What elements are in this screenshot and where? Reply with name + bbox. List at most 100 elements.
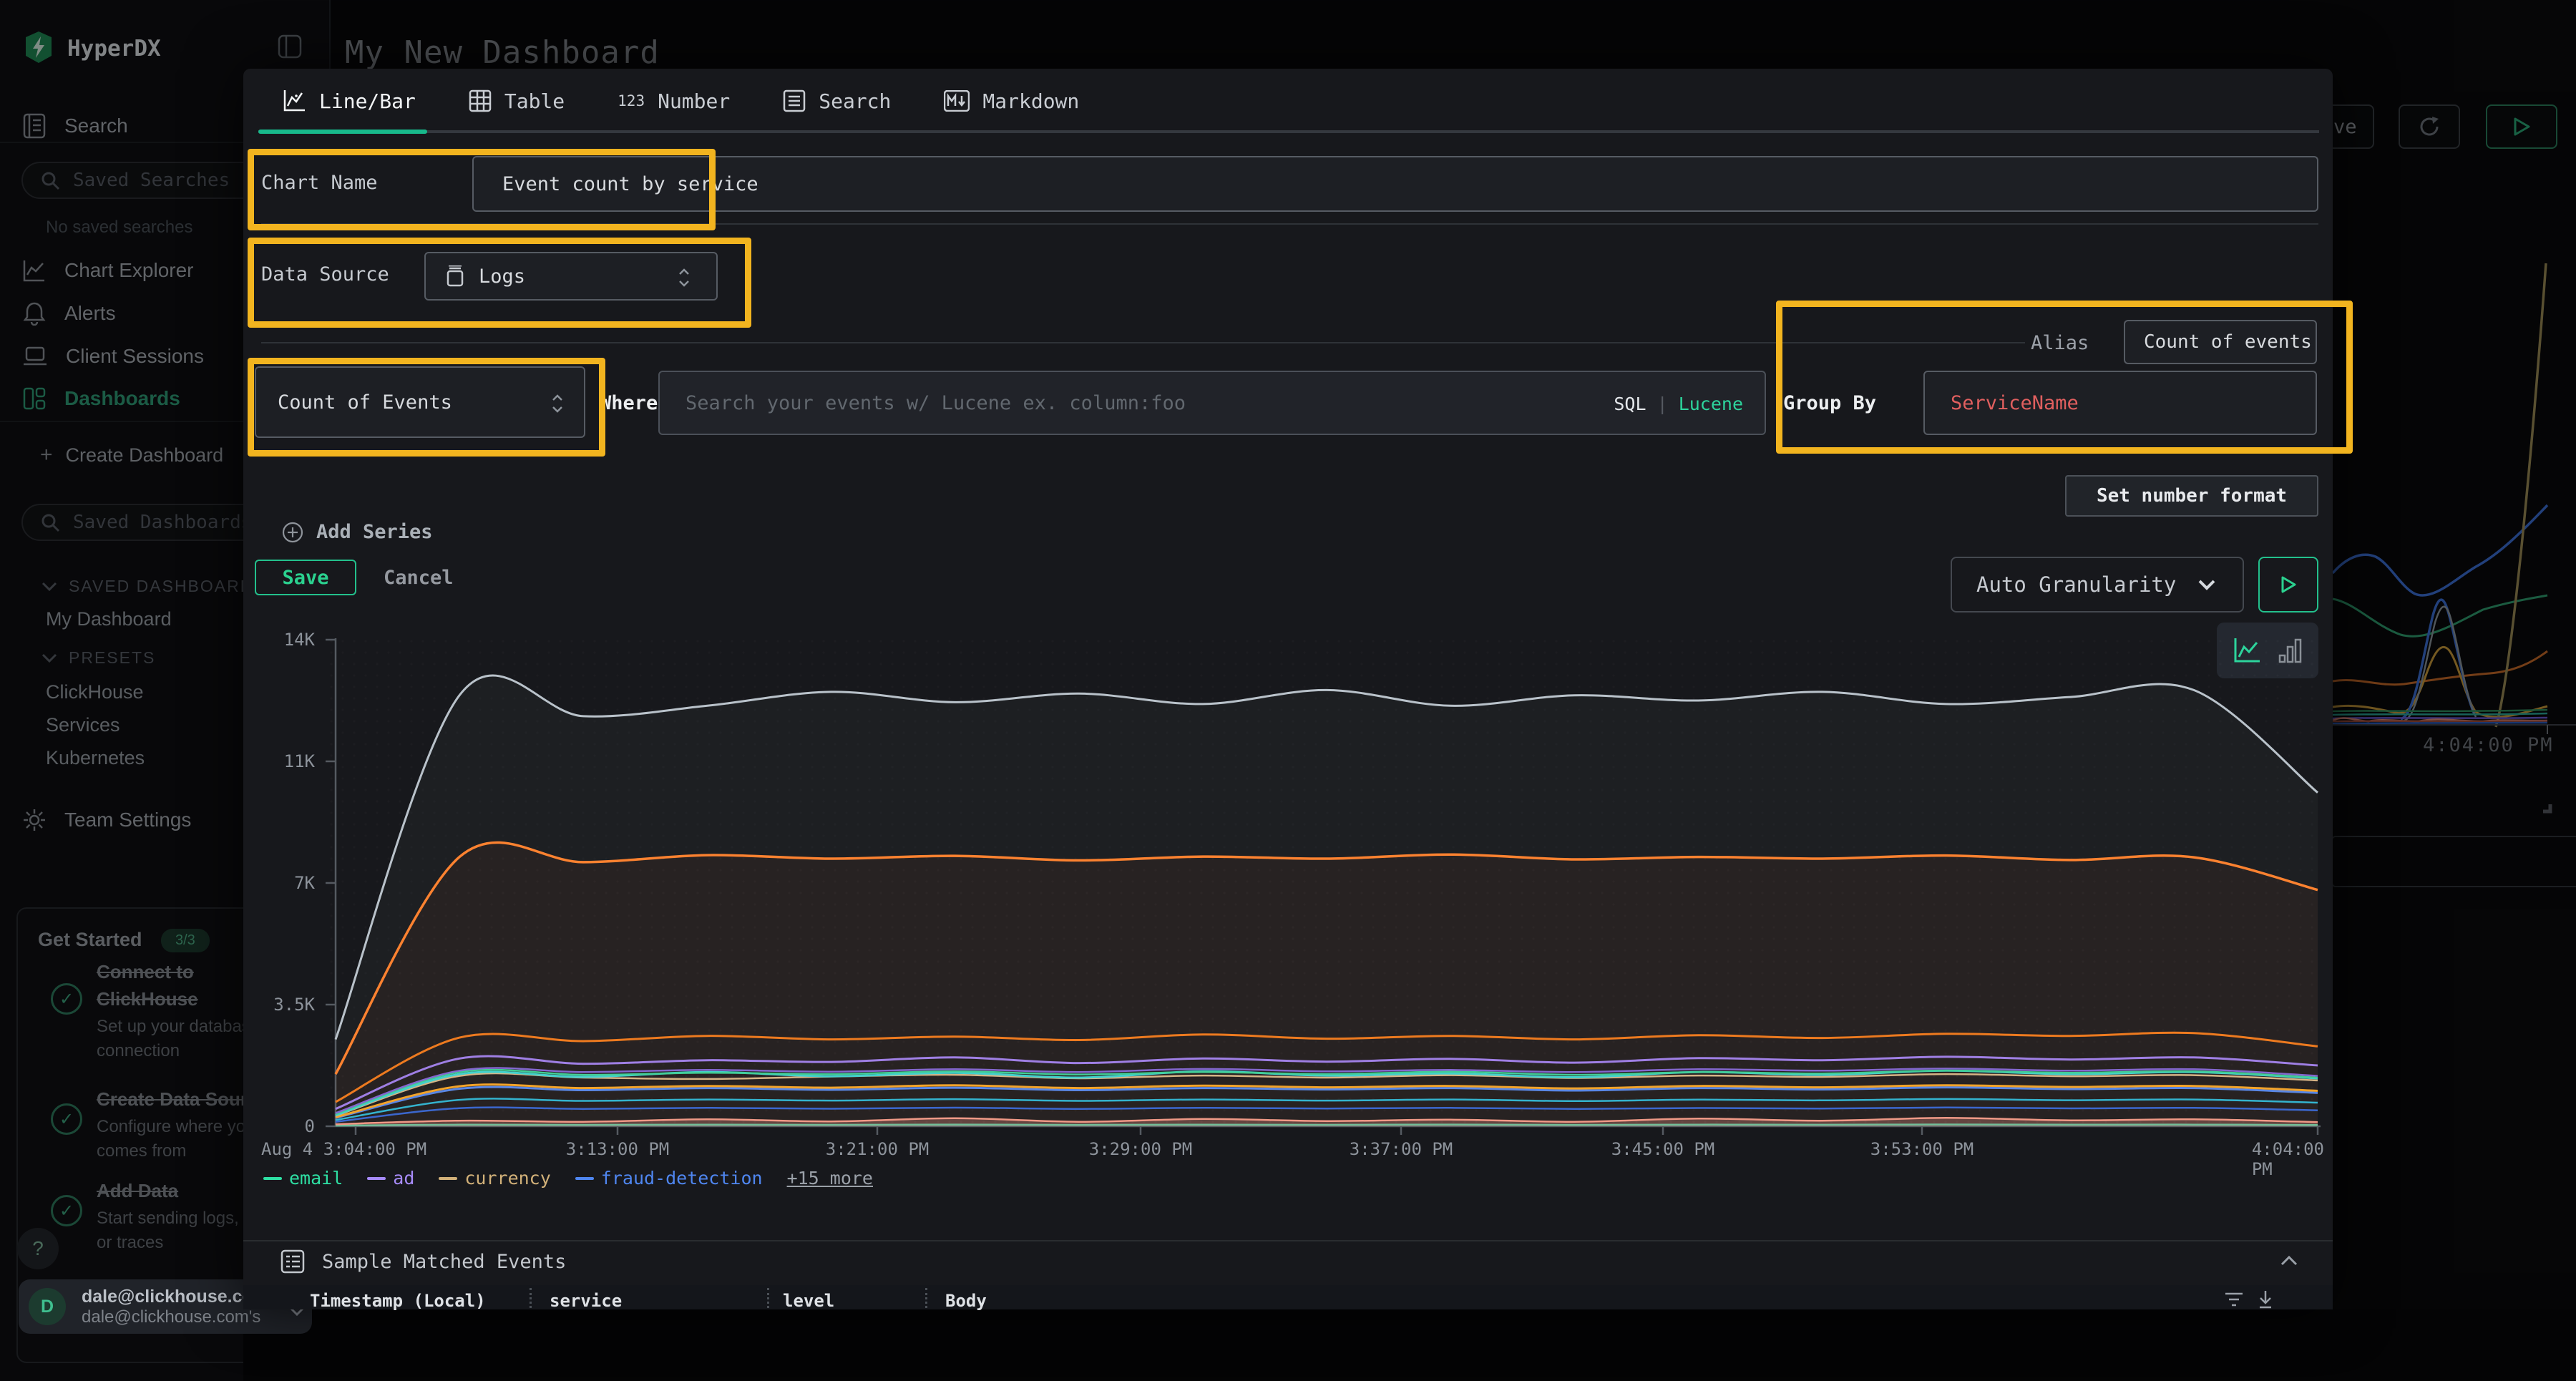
aggregation-select[interactable]: Count of Events <box>255 366 585 438</box>
divider <box>261 342 2025 343</box>
legend-item[interactable]: fraud-detection <box>575 1168 763 1189</box>
column-separator[interactable] <box>767 1288 769 1308</box>
help-button[interactable]: ? <box>17 1228 59 1269</box>
column-header[interactable]: service <box>550 1291 623 1311</box>
chart-plot-background <box>326 635 2321 1131</box>
tab-label: Search <box>819 89 892 113</box>
refresh-button[interactable] <box>2399 104 2460 149</box>
play-icon <box>2514 117 2530 136</box>
tab-line-bar[interactable]: Line/Bar <box>282 89 416 113</box>
download-icon[interactable] <box>2257 1289 2274 1309</box>
aggregation-value: Count of Events <box>278 391 452 414</box>
filter-icon[interactable] <box>2224 1291 2244 1308</box>
search-icon <box>42 172 60 190</box>
data-source-value: Logs <box>479 265 526 288</box>
line-chart-icon <box>283 90 305 112</box>
hyperdx-logo-icon <box>24 31 53 66</box>
get-started-item-title[interactable]: Create Data Source <box>97 1088 268 1110</box>
column-separator[interactable] <box>925 1288 927 1308</box>
sidebar-item-clickhouse[interactable]: ClickHouse <box>46 681 144 703</box>
alias-input[interactable]: Count of events <box>2124 320 2317 364</box>
line-chart-icon <box>2234 638 2260 663</box>
column-header[interactable]: Timestamp (Local) <box>310 1291 486 1311</box>
x-tick-label: 3:13:00 PM <box>565 1139 670 1159</box>
chart-name-input[interactable]: Event count by service <box>472 156 2318 212</box>
alias-value: Count of events <box>2144 331 2312 353</box>
data-source-select[interactable]: Logs <box>424 252 718 301</box>
section-saved-dashboards[interactable]: SAVED DASHBOARDS <box>42 577 266 596</box>
run-chart-button[interactable] <box>2258 557 2318 613</box>
page-title: My New Dashboard <box>345 34 660 71</box>
list-icon <box>280 1249 305 1274</box>
column-separator[interactable] <box>530 1288 532 1308</box>
dashboards-icon <box>23 387 46 410</box>
run-query-button[interactable] <box>2486 104 2557 149</box>
sidebar-item-alerts[interactable]: Alerts <box>0 293 329 333</box>
tab-number[interactable]: 123 Number <box>618 89 730 113</box>
add-series-button[interactable]: Add Series <box>282 521 433 543</box>
group-by-value: ServiceName <box>1951 391 2079 414</box>
group-by-input[interactable]: ServiceName <box>1923 371 2317 435</box>
sample-events-header[interactable]: Sample Matched Events <box>280 1249 566 1274</box>
plus-circle-icon <box>282 522 303 542</box>
legend-item[interactable]: ad <box>367 1168 414 1189</box>
save-button[interactable]: Save <box>255 560 356 595</box>
section-presets[interactable]: PRESETS <box>42 648 155 668</box>
cancel-button[interactable]: Cancel <box>384 567 454 589</box>
x-tick-label: 3:21:00 PM <box>825 1139 930 1159</box>
column-header[interactable]: Body <box>945 1291 987 1311</box>
lucene-toggle[interactable]: Lucene <box>1678 394 1743 414</box>
alias-label: Alias <box>2031 332 2089 354</box>
main-chart[interactable] <box>326 635 2321 1145</box>
chevron-down-icon <box>2198 580 2215 590</box>
query-language-toggle[interactable]: SQL | Lucene <box>1614 394 1743 414</box>
legend-item[interactable]: currency <box>439 1168 551 1189</box>
sql-toggle[interactable]: SQL <box>1614 394 1646 414</box>
table-header-row: Timestamp (Local) service level Body <box>243 1285 2333 1311</box>
sidebar-item-chart-explorer[interactable]: Chart Explorer <box>0 250 329 291</box>
get-started-item-title[interactable]: Connect to ClickHouse <box>97 961 198 1010</box>
legend-item[interactable]: email <box>263 1168 343 1189</box>
get-started-item-title[interactable]: Add Data <box>97 1180 179 1201</box>
toggle-separator: | <box>1657 394 1668 414</box>
sidebar-divider <box>0 421 329 422</box>
sidebar-collapse-icon[interactable] <box>278 34 302 62</box>
group-by-label: Group By <box>1783 392 1877 414</box>
sidebar-item-services[interactable]: Services <box>46 714 120 736</box>
tab-markdown[interactable]: Markdown <box>944 89 1079 113</box>
check-circle-icon: ✓ <box>51 983 82 1015</box>
tab-table[interactable]: Table <box>469 89 565 113</box>
tab-search[interactable]: Search <box>783 89 891 113</box>
chart-type-toggle[interactable] <box>2217 623 2318 678</box>
avatar: D <box>29 1288 66 1325</box>
search-icon <box>42 514 60 532</box>
sidebar-item-search[interactable]: Search <box>0 106 329 146</box>
sidebar-item-team-settings[interactable]: Team Settings <box>0 800 329 840</box>
play-icon <box>2281 576 2296 593</box>
x-tick-label: 3:53:00 PM <box>1870 1139 1974 1159</box>
sample-events-title: Sample Matched Events <box>322 1250 567 1273</box>
sidebar-item-client-sessions[interactable]: Client Sessions <box>0 336 329 376</box>
column-header[interactable]: level <box>783 1291 835 1311</box>
where-placeholder: Search your events w/ Lucene ex. column:… <box>686 391 1186 414</box>
y-tick-label: 7K <box>294 873 315 893</box>
granularity-select[interactable]: Auto Granularity <box>1951 557 2244 613</box>
where-input[interactable]: Search your events w/ Lucene ex. column:… <box>658 371 1766 435</box>
axis-ticks <box>326 638 2319 1135</box>
set-number-format-button[interactable]: Set number format <box>2065 475 2318 517</box>
table-body-area <box>243 1309 2576 1381</box>
number-123-icon: 123 <box>618 92 645 109</box>
select-chevrons-icon <box>552 394 562 413</box>
sidebar-item-kubernetes[interactable]: Kubernetes <box>46 747 145 768</box>
legend-more-link[interactable]: +15 more <box>786 1168 873 1189</box>
active-tab-underline <box>258 130 427 134</box>
x-tick-label: 3:29:00 PM <box>1088 1139 1193 1159</box>
collapse-chevron-icon[interactable] <box>2280 1255 2298 1267</box>
sidebar-item-my-dashboard[interactable]: My Dashboard <box>46 608 172 630</box>
sidebar-item-dashboards[interactable]: Dashboards <box>0 379 329 419</box>
add-series-label: Add Series <box>316 521 433 543</box>
sidebar-item-label: Team Settings <box>64 809 192 831</box>
create-dashboard-button[interactable]: + Create Dashboard <box>0 435 329 475</box>
resize-handle-icon[interactable] <box>2536 797 2553 817</box>
